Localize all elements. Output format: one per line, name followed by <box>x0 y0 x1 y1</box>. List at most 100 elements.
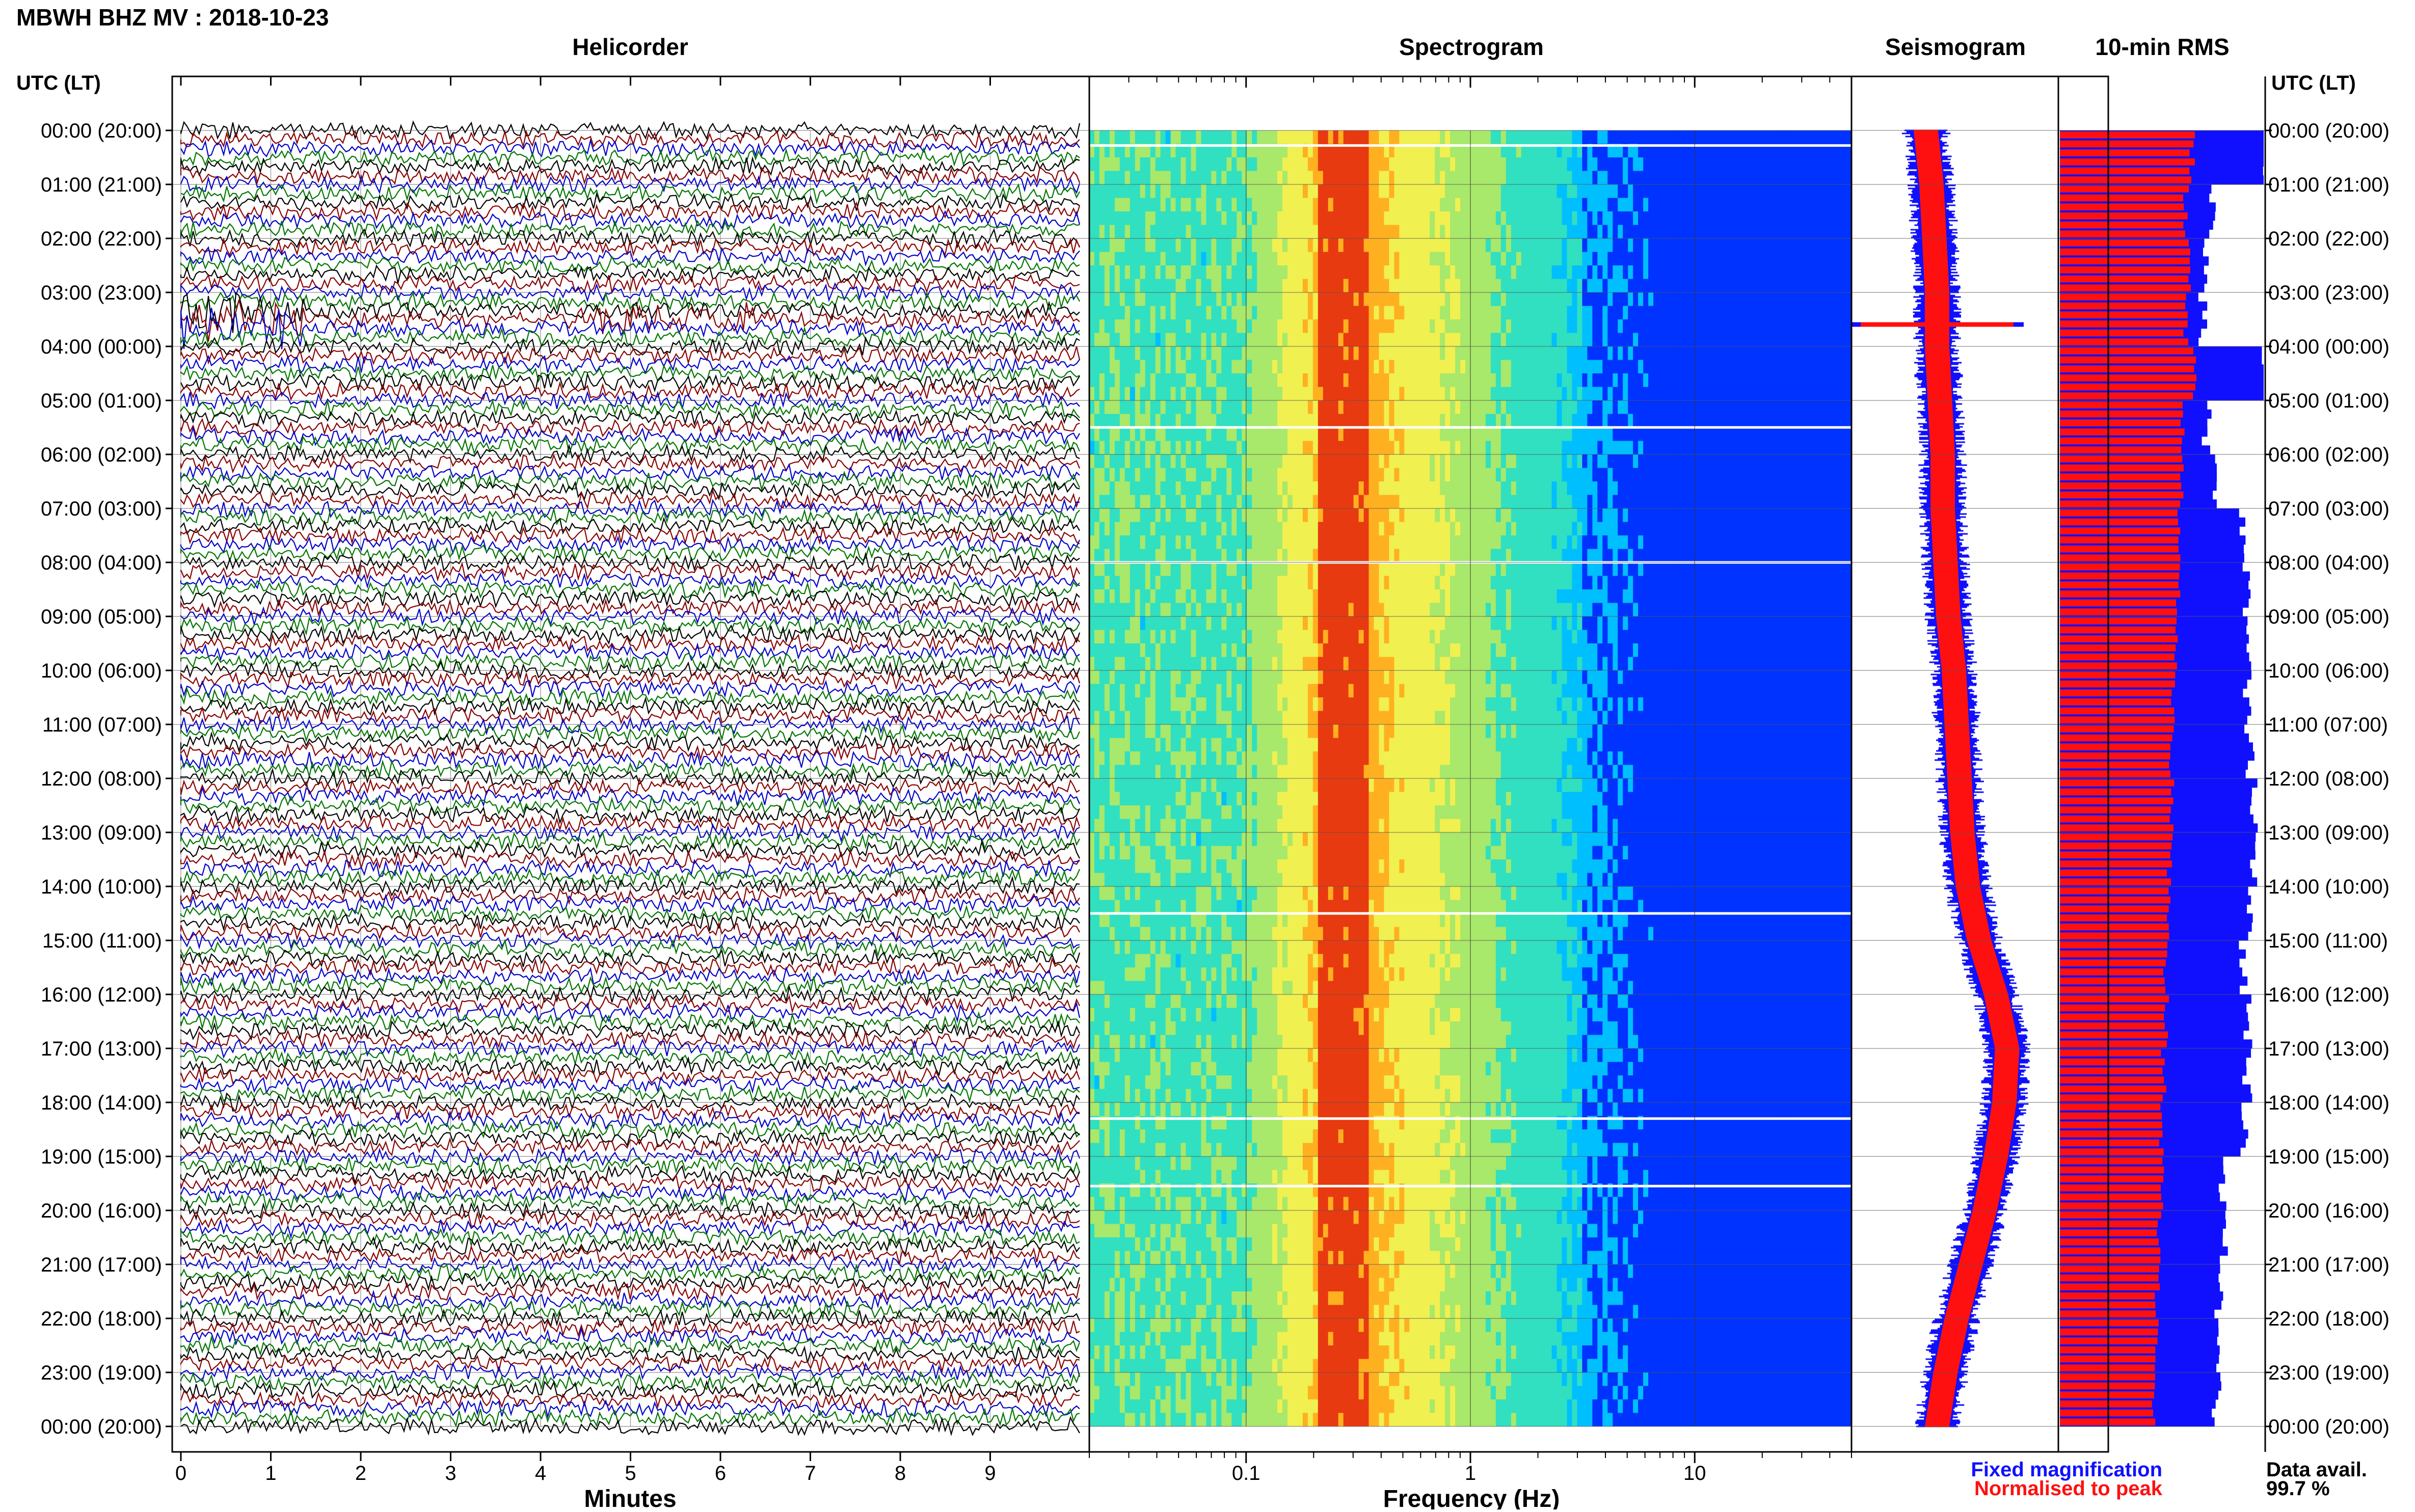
spectrogram-cell <box>1186 171 1192 185</box>
spectrogram-cell <box>1582 373 1588 388</box>
spectrogram-cell <box>1546 481 1552 496</box>
spectrogram-cell <box>1180 171 1187 185</box>
spectrogram-cell <box>1135 454 1141 469</box>
spectrogram-cell <box>1694 400 1700 415</box>
spectrogram-cell <box>1277 238 1283 253</box>
spectrogram-cell <box>1607 225 1613 239</box>
spectrogram-cell <box>1206 198 1212 212</box>
spectrogram-cell <box>1099 481 1105 496</box>
spectrogram-cell <box>1165 481 1171 496</box>
spectrogram-cell <box>1348 495 1354 509</box>
spectrogram-cell <box>1506 265 1512 280</box>
spectrogram-cell <box>1592 279 1598 293</box>
spectrogram-cell <box>1521 292 1527 307</box>
spectrogram-cell <box>1683 360 1689 374</box>
spectrogram-cell <box>1551 373 1558 388</box>
spectrogram-cell <box>1587 211 1593 226</box>
spectrogram-cell <box>1729 373 1735 388</box>
spectrogram-cell <box>1745 225 1751 239</box>
spectrogram-cell <box>1653 198 1659 212</box>
spectrogram-cell <box>1841 373 1847 388</box>
spectrogram-cell <box>1460 346 1466 361</box>
spectrogram-cell <box>1430 211 1435 226</box>
helicorder-trace <box>180 129 1080 151</box>
spectrogram-cell <box>1673 279 1679 293</box>
helicorder-trace <box>180 731 1080 753</box>
spectrogram-cell <box>1470 279 1476 293</box>
spectrogram-cell <box>1277 292 1283 307</box>
spectrogram-cell <box>1597 184 1603 199</box>
spectrogram-cell <box>1699 292 1705 307</box>
spectrogram-cell <box>1186 333 1192 347</box>
spectrogram-cell <box>1801 414 1806 428</box>
spectrogram-cell <box>1242 454 1247 469</box>
spectrogram-cell <box>1729 360 1735 374</box>
spectrogram-cell <box>1745 319 1751 334</box>
spectrogram-cell <box>1450 225 1456 239</box>
spectrogram-cell <box>1358 414 1364 428</box>
spectrogram-cell <box>1287 319 1293 334</box>
spectrogram-cell <box>1699 549 1705 563</box>
spectrogram-cell <box>1435 198 1440 212</box>
spectrogram-cell <box>1191 333 1197 347</box>
spectrogram-cell <box>1709 508 1715 523</box>
spectrogram-cell <box>1836 184 1842 199</box>
spectrogram-cell <box>1633 238 1639 253</box>
spectrogram-cell <box>1394 252 1400 266</box>
spectrogram-cell <box>1425 522 1430 536</box>
spectrogram-cell <box>1475 481 1481 496</box>
spectrogram-cell <box>1267 279 1273 293</box>
spectrogram-cell <box>1607 144 1613 158</box>
spectrogram-cell <box>1669 130 1674 145</box>
spectrogram-cell <box>1572 481 1578 496</box>
spectrogram-cell <box>1729 319 1735 334</box>
spectrogram-cell <box>1485 414 1491 428</box>
spectrogram-cell <box>1287 130 1293 145</box>
spectrogram-cell <box>1669 319 1674 334</box>
spectrogram-cell <box>1399 225 1405 239</box>
spectrogram-cell <box>1338 157 1344 172</box>
spectrogram-cell <box>1262 346 1268 361</box>
spectrogram-cell <box>1094 225 1100 239</box>
spectrogram-cell <box>1216 333 1222 347</box>
spectrogram-cell <box>1724 468 1730 482</box>
spectrogram-cell <box>1678 333 1684 347</box>
spectrogram-cell <box>1490 387 1496 401</box>
spectrogram-cell <box>1425 414 1430 428</box>
spectrogram-cell <box>1618 481 1623 496</box>
spectrogram-cell <box>1770 400 1776 415</box>
spectrogram-cell <box>1312 279 1319 293</box>
spectrogram-cell <box>1618 346 1623 361</box>
spectrogram-cell <box>1267 400 1273 415</box>
spectrogram-cell <box>1541 549 1547 563</box>
spectrogram-cell <box>1338 481 1344 496</box>
spectrogram-cell <box>1618 454 1623 469</box>
spectrogram-cell <box>1211 157 1217 172</box>
spectrogram-cell <box>1587 292 1593 307</box>
spectrogram-cell <box>1750 292 1756 307</box>
spectrogram-cell <box>1435 306 1440 320</box>
spectrogram-cell <box>1648 279 1654 293</box>
spectrogram-cell <box>1312 184 1319 199</box>
spectrogram-cell <box>1831 292 1837 307</box>
spectrogram-cell <box>1247 373 1252 388</box>
spectrogram-cell <box>1145 414 1151 428</box>
spectrogram-cell <box>1531 373 1537 388</box>
helicorder-trace <box>180 1092 1080 1112</box>
spectrogram-cell <box>1353 157 1359 172</box>
spectrogram-cell <box>1191 157 1197 172</box>
spectrogram-cell <box>1551 211 1558 226</box>
spectrogram-cell <box>1445 387 1451 401</box>
spectrogram-cell <box>1846 184 1852 199</box>
spectrogram-cell <box>1338 508 1344 523</box>
spectrogram-cell <box>1658 225 1664 239</box>
spectrogram-cell <box>1673 171 1679 185</box>
spectrogram-cell <box>1450 535 1456 550</box>
spectrogram-cell <box>1628 333 1633 347</box>
spectrogram-cell <box>1724 238 1730 253</box>
spectrogram-cell <box>1678 144 1684 158</box>
spectrogram-cell <box>1592 535 1598 550</box>
spectrogram-cell <box>1389 279 1394 293</box>
spectrogram-cell <box>1099 373 1105 388</box>
spectrogram-cell <box>1618 279 1623 293</box>
